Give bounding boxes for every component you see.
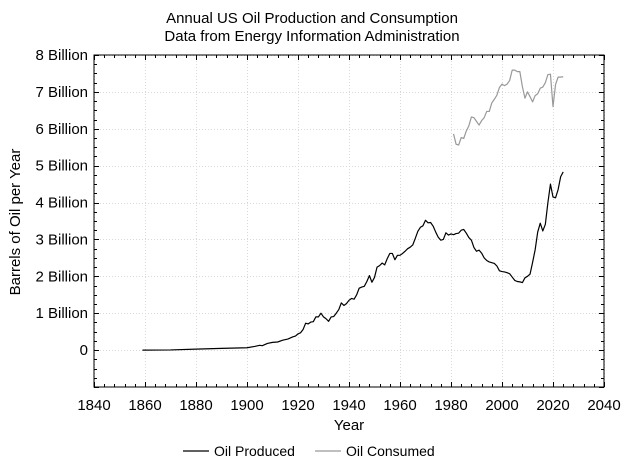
x-tick-label: 1960 bbox=[383, 397, 416, 414]
series-line-oil-produced bbox=[142, 171, 564, 351]
x-tick-label: 1900 bbox=[230, 397, 263, 414]
legend: Oil Produced Oil Consumed bbox=[183, 443, 435, 459]
x-axis-label: Year bbox=[334, 417, 364, 434]
x-tick-label: 1920 bbox=[281, 397, 314, 414]
x-tick-label: 1940 bbox=[332, 397, 365, 414]
chart-subtitle: Data from Energy Information Administrat… bbox=[164, 28, 459, 45]
y-tick-label: 5 Billion bbox=[35, 158, 88, 175]
x-tick-label: 1980 bbox=[434, 397, 467, 414]
series-line-oil-consumed bbox=[452, 69, 564, 146]
y-tick-label: 3 Billion bbox=[35, 231, 88, 248]
y-axis-tick-labels: 0 1 Billion 2 Billion 3 Billion 4 Billion 5 B… bbox=[35, 47, 88, 359]
chart-title: Annual US Oil Production and Consumption bbox=[166, 10, 458, 27]
y-tick-label: 1 Billion bbox=[35, 305, 88, 322]
grid bbox=[94, 55, 605, 387]
y-axis-label: Barrels of Oil per Year bbox=[7, 149, 24, 296]
legend-label: Oil Produced bbox=[214, 443, 295, 459]
series-lines bbox=[142, 69, 564, 351]
y-tick-label: 6 Billion bbox=[35, 121, 88, 138]
x-tick-label: 2000 bbox=[485, 397, 518, 414]
x-tick-label: 2020 bbox=[536, 397, 569, 414]
x-tick-label: 2040 bbox=[587, 397, 620, 414]
y-tick-label: 0 bbox=[80, 342, 88, 359]
x-tick-label: 1840 bbox=[77, 397, 110, 414]
y-tick-label: 2 Billion bbox=[35, 268, 88, 285]
y-tick-label: 7 Billion bbox=[35, 84, 88, 101]
x-tick-label: 1880 bbox=[179, 397, 212, 414]
x-tick-label: 1860 bbox=[128, 397, 161, 414]
x-axis-tick-labels: 1840 1860 1880 1900 1920 1940 1960 1980 2000 2020… bbox=[77, 397, 620, 414]
y-tick-label: 4 Billion bbox=[35, 195, 88, 212]
y-tick-label: 8 Billion bbox=[35, 47, 88, 64]
legend-label: Oil Consumed bbox=[346, 443, 435, 459]
plot-area-frame bbox=[93, 54, 605, 388]
